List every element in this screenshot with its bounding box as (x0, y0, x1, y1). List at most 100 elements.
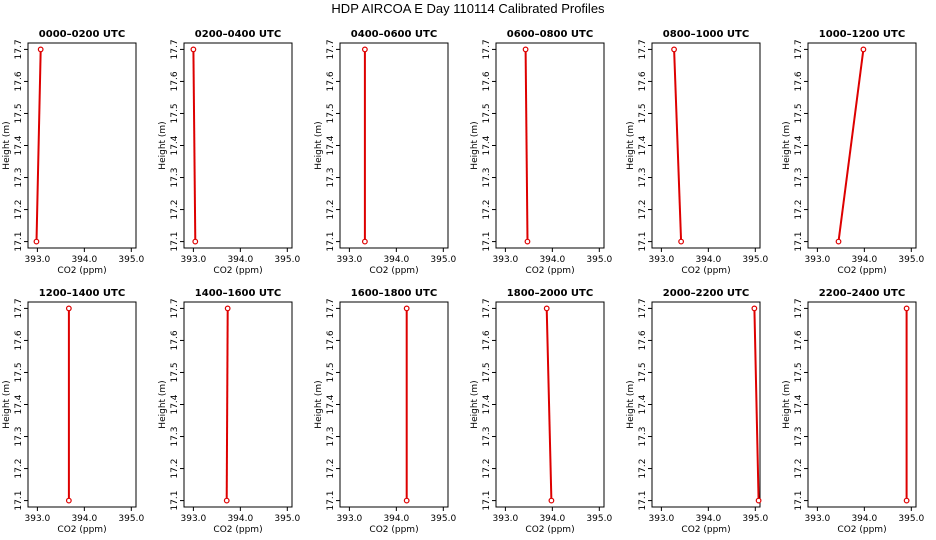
y-tick-label: 17.7 (14, 39, 24, 59)
y-axis-label: Height (m) (2, 380, 12, 428)
x-axis-label: CO2 (ppm) (525, 266, 574, 276)
y-tick-label: 17.2 (794, 200, 804, 220)
data-point (903, 305, 910, 312)
x-tick-label: 395.0 (274, 514, 300, 524)
y-tick-label: 17.2 (14, 459, 24, 479)
y-tick-label: 17.7 (326, 298, 336, 318)
y-axis-label: Height (m) (158, 121, 168, 169)
panel-2: 0200–0400 UTC 393.0 394.0 395.0 CO2 (ppm) 17.… (158, 29, 300, 276)
y-tick-label: 17.6 (638, 71, 648, 91)
y-tick-label: 17.1 (326, 491, 336, 511)
y-tick-label: 17.1 (14, 491, 24, 511)
profile-line (225, 308, 229, 501)
x-tick-label: 394.0 (539, 514, 565, 524)
y-tick-label: 17.2 (170, 200, 180, 220)
y-tick-label: 17.5 (482, 103, 492, 123)
y-tick-label: 17.4 (170, 394, 180, 414)
data-point (522, 46, 529, 53)
y-axis-label: Height (m) (470, 380, 480, 428)
plot-frame (807, 301, 917, 508)
y-tick-label: 17.1 (794, 491, 804, 511)
panel-10: 1800–2000 UTC 393.0 394.0 395.0 CO2 (ppm) 17.… (470, 288, 612, 535)
panel-title: 1000–1200 UTC (819, 29, 905, 40)
panel-title: 0000–0200 UTC (39, 29, 125, 40)
panel-11: 2000–2200 UTC 393.0 394.0 395.0 CO2 (ppm) 17.… (626, 288, 768, 535)
profile-line (753, 308, 760, 501)
panel-title: 2200–2400 UTC (819, 288, 905, 299)
profile-line (545, 308, 553, 501)
y-tick-label: 17.4 (482, 394, 492, 414)
y-tick-label: 17.5 (638, 362, 648, 382)
data-point (403, 305, 410, 312)
data-point (223, 497, 230, 504)
y-tick-label: 17.6 (794, 71, 804, 91)
data-point (524, 238, 531, 245)
data-point (548, 497, 555, 504)
y-tick-label: 17.2 (170, 459, 180, 479)
y-tick-label: 17.5 (638, 103, 648, 123)
x-tick-label: 395.0 (118, 255, 144, 265)
y-tick-label: 17.2 (638, 200, 648, 220)
panel-title: 0800–1000 UTC (663, 29, 749, 40)
y-tick-label: 17.4 (326, 135, 336, 155)
y-tick-label: 17.7 (170, 298, 180, 318)
x-axis-label: CO2 (ppm) (837, 525, 886, 535)
data-point (37, 46, 44, 53)
x-axis-label: CO2 (ppm) (57, 525, 106, 535)
y-tick-label: 17.6 (14, 330, 24, 350)
y-tick-label: 17.7 (794, 39, 804, 59)
y-tick-label: 17.3 (326, 168, 336, 188)
data-point (190, 46, 197, 53)
panel-title: 1400–1600 UTC (195, 288, 281, 299)
y-tick-label: 17.6 (326, 330, 336, 350)
y-tick-label: 17.7 (170, 39, 180, 59)
x-tick-label: 394.0 (71, 514, 97, 524)
x-tick-label: 395.0 (898, 514, 924, 524)
x-tick-label: 393.0 (493, 514, 519, 524)
y-tick-label: 17.3 (638, 168, 648, 188)
y-tick-label: 17.4 (794, 135, 804, 155)
y-axis-label: Height (m) (158, 380, 168, 428)
y-tick-label: 17.6 (794, 330, 804, 350)
plot-frame (183, 42, 293, 249)
y-axis-label: Height (m) (314, 121, 324, 169)
x-tick-label: 395.0 (742, 514, 768, 524)
plot-frame (339, 42, 449, 249)
data-point (755, 497, 762, 504)
y-tick-label: 17.6 (326, 71, 336, 91)
y-tick-label: 17.5 (326, 362, 336, 382)
profile-line (35, 49, 42, 242)
data-point (860, 46, 867, 53)
profile-line (673, 49, 683, 242)
x-tick-label: 395.0 (274, 255, 300, 265)
y-tick-label: 17.7 (794, 298, 804, 318)
data-point (751, 305, 758, 312)
x-axis-label: CO2 (ppm) (681, 266, 730, 276)
data-point (65, 305, 72, 312)
plot-frame (27, 42, 137, 249)
y-tick-label: 17.2 (482, 200, 492, 220)
panel-title: 1800–2000 UTC (507, 288, 593, 299)
y-tick-label: 17.4 (170, 135, 180, 155)
panel-4: 0600–0800 UTC 393.0 394.0 395.0 CO2 (ppm) 17.… (470, 29, 612, 276)
x-axis-label: CO2 (ppm) (369, 266, 418, 276)
plot-frame (651, 42, 761, 249)
y-tick-label: 17.3 (482, 427, 492, 447)
panel-title: 0200–0400 UTC (195, 29, 281, 40)
y-tick-label: 17.4 (14, 394, 24, 414)
y-tick-label: 17.2 (638, 459, 648, 479)
x-tick-label: 395.0 (118, 514, 144, 524)
y-tick-label: 17.2 (482, 459, 492, 479)
y-tick-label: 17.4 (794, 394, 804, 414)
y-tick-label: 17.4 (326, 394, 336, 414)
y-tick-label: 17.6 (170, 71, 180, 91)
panel-6: 1000–1200 UTC 393.0 394.0 395.0 CO2 (ppm) 17.… (782, 29, 924, 276)
x-tick-label: 394.0 (851, 255, 877, 265)
plot-frame (495, 42, 605, 249)
x-tick-label: 393.0 (25, 514, 51, 524)
y-tick-label: 17.4 (638, 135, 648, 155)
y-tick-label: 17.3 (14, 427, 24, 447)
data-point (224, 305, 231, 312)
y-tick-label: 17.3 (170, 168, 180, 188)
